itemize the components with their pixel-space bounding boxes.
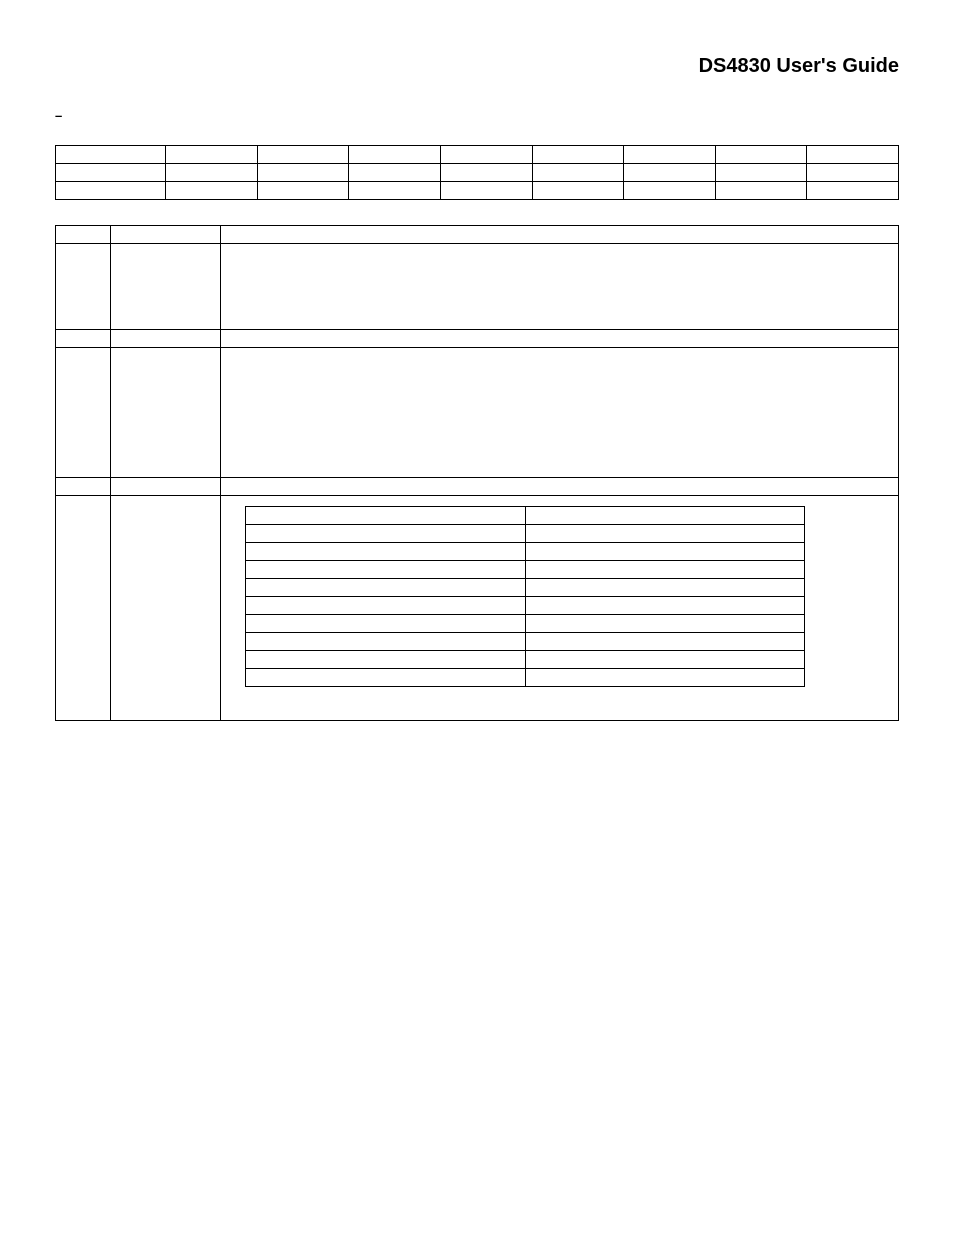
bit-cell bbox=[624, 164, 716, 182]
table-row bbox=[56, 244, 899, 330]
table-row bbox=[56, 496, 899, 721]
bit-cell bbox=[257, 182, 349, 200]
inner-cell bbox=[525, 615, 805, 633]
bit-cell bbox=[349, 182, 441, 200]
inner-options-table bbox=[245, 506, 805, 687]
desc-name-cell bbox=[111, 226, 221, 244]
bit-cell bbox=[624, 146, 716, 164]
table-row bbox=[246, 579, 805, 597]
table-row bbox=[246, 669, 805, 687]
bit-cell bbox=[532, 146, 624, 164]
table-row bbox=[246, 651, 805, 669]
desc-bit-cell bbox=[56, 330, 111, 348]
bit-cell bbox=[166, 182, 258, 200]
inner-cell bbox=[525, 669, 805, 687]
table-row bbox=[246, 561, 805, 579]
table-row bbox=[56, 478, 899, 496]
desc-text-cell bbox=[221, 348, 899, 478]
table-row bbox=[246, 597, 805, 615]
bit-cell bbox=[257, 146, 349, 164]
bit-layout-table bbox=[55, 145, 899, 200]
desc-text-cell bbox=[221, 244, 899, 330]
bit-cell bbox=[807, 182, 899, 200]
bit-cell bbox=[166, 146, 258, 164]
table-row bbox=[246, 615, 805, 633]
inner-cell bbox=[246, 525, 526, 543]
bit-cell bbox=[257, 164, 349, 182]
table-row bbox=[56, 164, 899, 182]
bit-cell bbox=[532, 164, 624, 182]
inner-cell bbox=[246, 669, 526, 687]
desc-name-cell bbox=[111, 478, 221, 496]
desc-bit-cell bbox=[56, 244, 111, 330]
page-header-title: DS4830 User's Guide bbox=[699, 55, 899, 78]
bit-cell bbox=[807, 164, 899, 182]
inner-cell bbox=[525, 651, 805, 669]
bit-cell bbox=[440, 182, 532, 200]
bit-cell bbox=[349, 146, 441, 164]
table-row bbox=[246, 525, 805, 543]
inner-cell bbox=[525, 597, 805, 615]
bit-cell bbox=[56, 182, 166, 200]
table-row bbox=[56, 146, 899, 164]
desc-name-cell bbox=[111, 330, 221, 348]
inner-cell bbox=[525, 633, 805, 651]
table-row bbox=[246, 543, 805, 561]
table-row bbox=[56, 182, 899, 200]
bit-cell bbox=[715, 146, 807, 164]
bit-cell bbox=[440, 146, 532, 164]
register-description-table bbox=[55, 225, 899, 721]
bit-cell bbox=[532, 182, 624, 200]
desc-text-cell bbox=[221, 226, 899, 244]
desc-bit-cell bbox=[56, 496, 111, 721]
inner-cell bbox=[525, 579, 805, 597]
section-dash: – bbox=[55, 108, 62, 123]
bit-cell bbox=[624, 182, 716, 200]
desc-name-cell bbox=[111, 348, 221, 478]
inner-cell bbox=[246, 561, 526, 579]
table-row bbox=[246, 633, 805, 651]
desc-bit-cell bbox=[56, 478, 111, 496]
inner-cell bbox=[246, 579, 526, 597]
bit-cell bbox=[349, 164, 441, 182]
bit-cell bbox=[807, 146, 899, 164]
bit-cell bbox=[56, 146, 166, 164]
inner-cell bbox=[246, 507, 526, 525]
desc-name-cell bbox=[111, 244, 221, 330]
inner-cell bbox=[246, 543, 526, 561]
desc-text-cell bbox=[221, 478, 899, 496]
bit-cell bbox=[166, 164, 258, 182]
desc-bit-cell bbox=[56, 348, 111, 478]
desc-text-cell bbox=[221, 330, 899, 348]
desc-bit-cell bbox=[56, 226, 111, 244]
inner-cell bbox=[525, 561, 805, 579]
desc-name-cell bbox=[111, 496, 221, 721]
bit-cell bbox=[440, 164, 532, 182]
table-row bbox=[56, 348, 899, 478]
bit-cell bbox=[56, 164, 166, 182]
table-row bbox=[56, 226, 899, 244]
desc-text-cell bbox=[221, 496, 899, 721]
inner-cell bbox=[246, 597, 526, 615]
inner-cell bbox=[525, 543, 805, 561]
inner-cell bbox=[246, 615, 526, 633]
inner-cell bbox=[525, 525, 805, 543]
bit-cell bbox=[715, 182, 807, 200]
section-heading: – bbox=[55, 108, 62, 123]
inner-cell bbox=[246, 633, 526, 651]
bit-cell bbox=[715, 164, 807, 182]
table-row bbox=[246, 507, 805, 525]
inner-cell bbox=[525, 507, 805, 525]
table-row bbox=[56, 330, 899, 348]
inner-cell bbox=[246, 651, 526, 669]
